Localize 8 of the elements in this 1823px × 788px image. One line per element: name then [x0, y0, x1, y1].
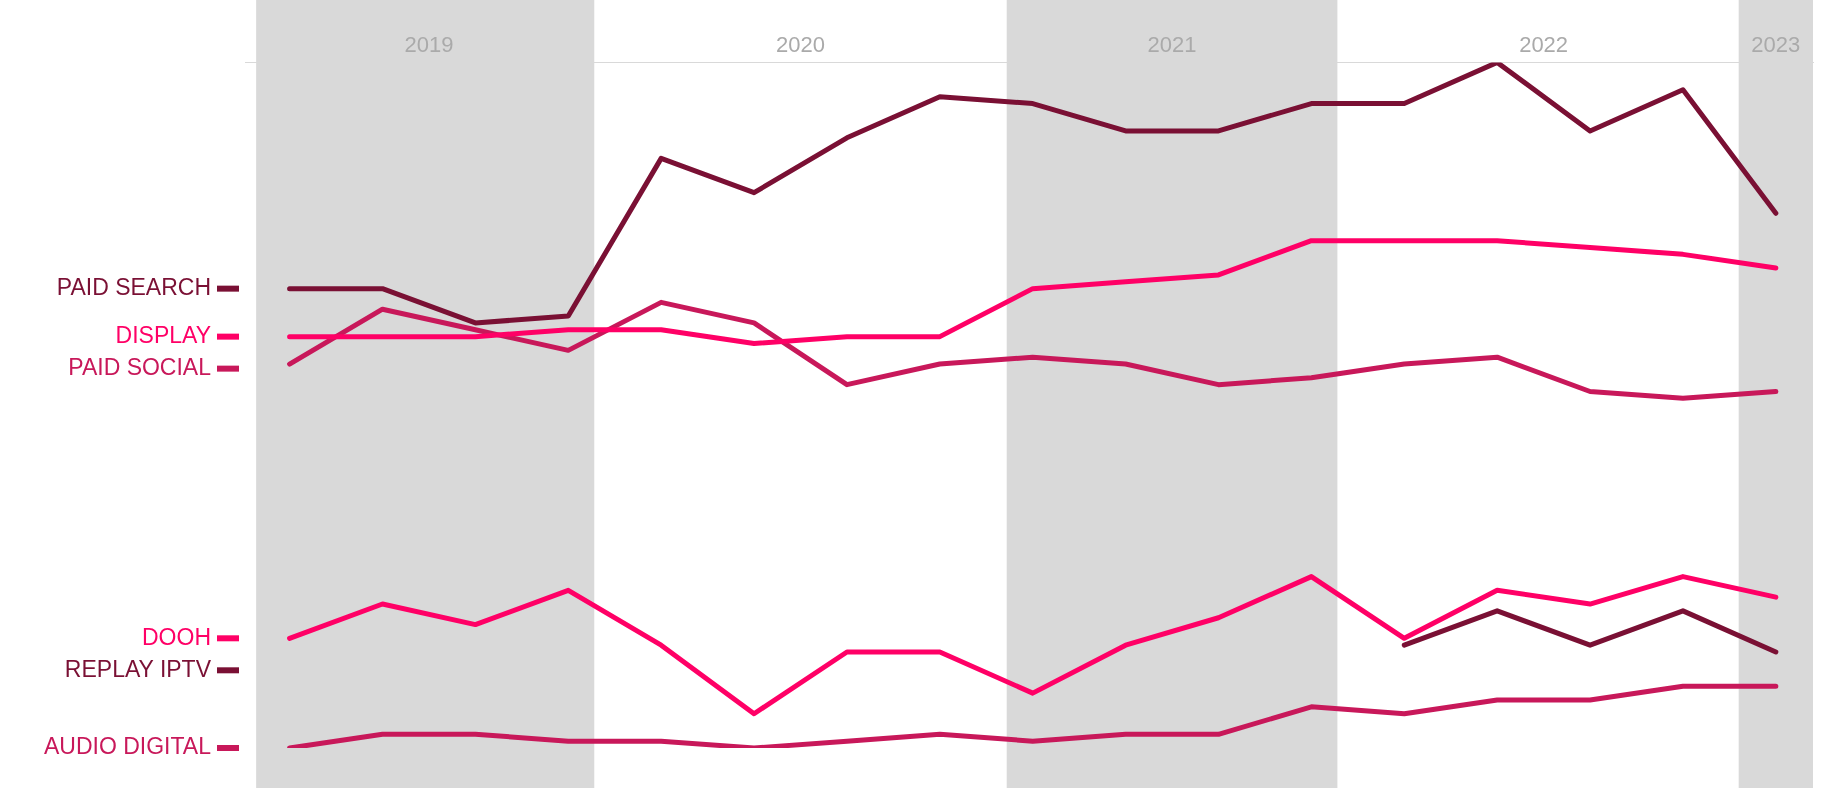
- legend-label: REPLAY IPTV: [64, 655, 212, 682]
- x-tick-label: 2022: [1519, 32, 1569, 58]
- legend-label: DISPLAY: [115, 321, 211, 348]
- legend-label: PAID SOCIAL: [68, 353, 212, 380]
- legend-label: PAID SEARCH: [56, 273, 211, 300]
- legend-label: AUDIO DIGITAL: [44, 733, 212, 760]
- x-tick-label: 2020: [776, 32, 825, 58]
- legend-label: DOOH: [142, 623, 211, 650]
